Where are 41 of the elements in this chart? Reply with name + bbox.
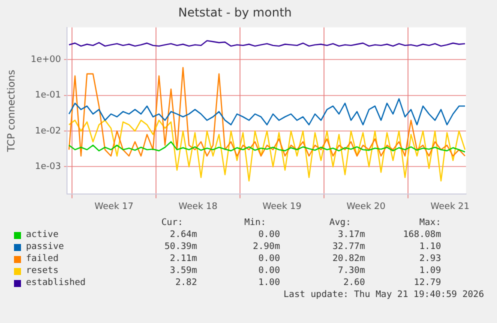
y-tick-label: 1e-02	[35, 126, 61, 136]
text: 2.11m	[170, 254, 197, 264]
text: 1.10	[419, 242, 441, 252]
text: 50.39m	[164, 242, 197, 252]
text: 3.59m	[170, 266, 197, 276]
x-tick-label: Week 17	[94, 202, 134, 212]
x-tick-label: Week 19	[262, 202, 302, 212]
chart-title: Netstat - by month	[178, 5, 292, 20]
legend-label: passive	[26, 242, 64, 252]
y-tick-label: 1e+00	[30, 54, 62, 65]
x-tick-label: Week 20	[346, 202, 386, 212]
legend-label: failed	[26, 254, 59, 264]
text: 0.00	[258, 230, 280, 240]
text: Min:	[244, 218, 266, 228]
legend-label: resets	[26, 266, 59, 276]
text: 2.64m	[170, 230, 197, 240]
text: 32.77m	[332, 242, 365, 252]
y-tick-label: 1e-01	[35, 90, 61, 101]
legend-label: active	[26, 230, 59, 240]
text: 2.93	[419, 254, 441, 264]
text: 1.09	[419, 266, 441, 276]
text: 2.82	[175, 278, 197, 288]
text: Max:	[419, 218, 441, 228]
text: 3.17m	[338, 230, 365, 240]
text: Last update: Thu May 21 19:40:59 2026	[284, 290, 484, 300]
text: 20.82m	[332, 254, 365, 264]
text: Cur:	[161, 218, 183, 228]
y-axis-title: TCP connections	[6, 70, 18, 153]
text: 1.00	[258, 278, 280, 288]
text: 7.30m	[338, 266, 365, 276]
text: 0.00	[258, 266, 280, 276]
text: 0.00	[258, 254, 280, 264]
text: 2.90m	[252, 242, 280, 252]
text: 12.79	[414, 278, 441, 288]
text: 2.60	[343, 278, 365, 288]
x-tick-label: Week 21	[430, 202, 470, 212]
y-tick-label: 1e-03	[35, 162, 61, 172]
text: 168.08m	[403, 230, 441, 240]
text: Avg:	[329, 218, 351, 228]
legend-label: established	[26, 278, 86, 288]
x-tick-label: Week 18	[178, 202, 218, 212]
